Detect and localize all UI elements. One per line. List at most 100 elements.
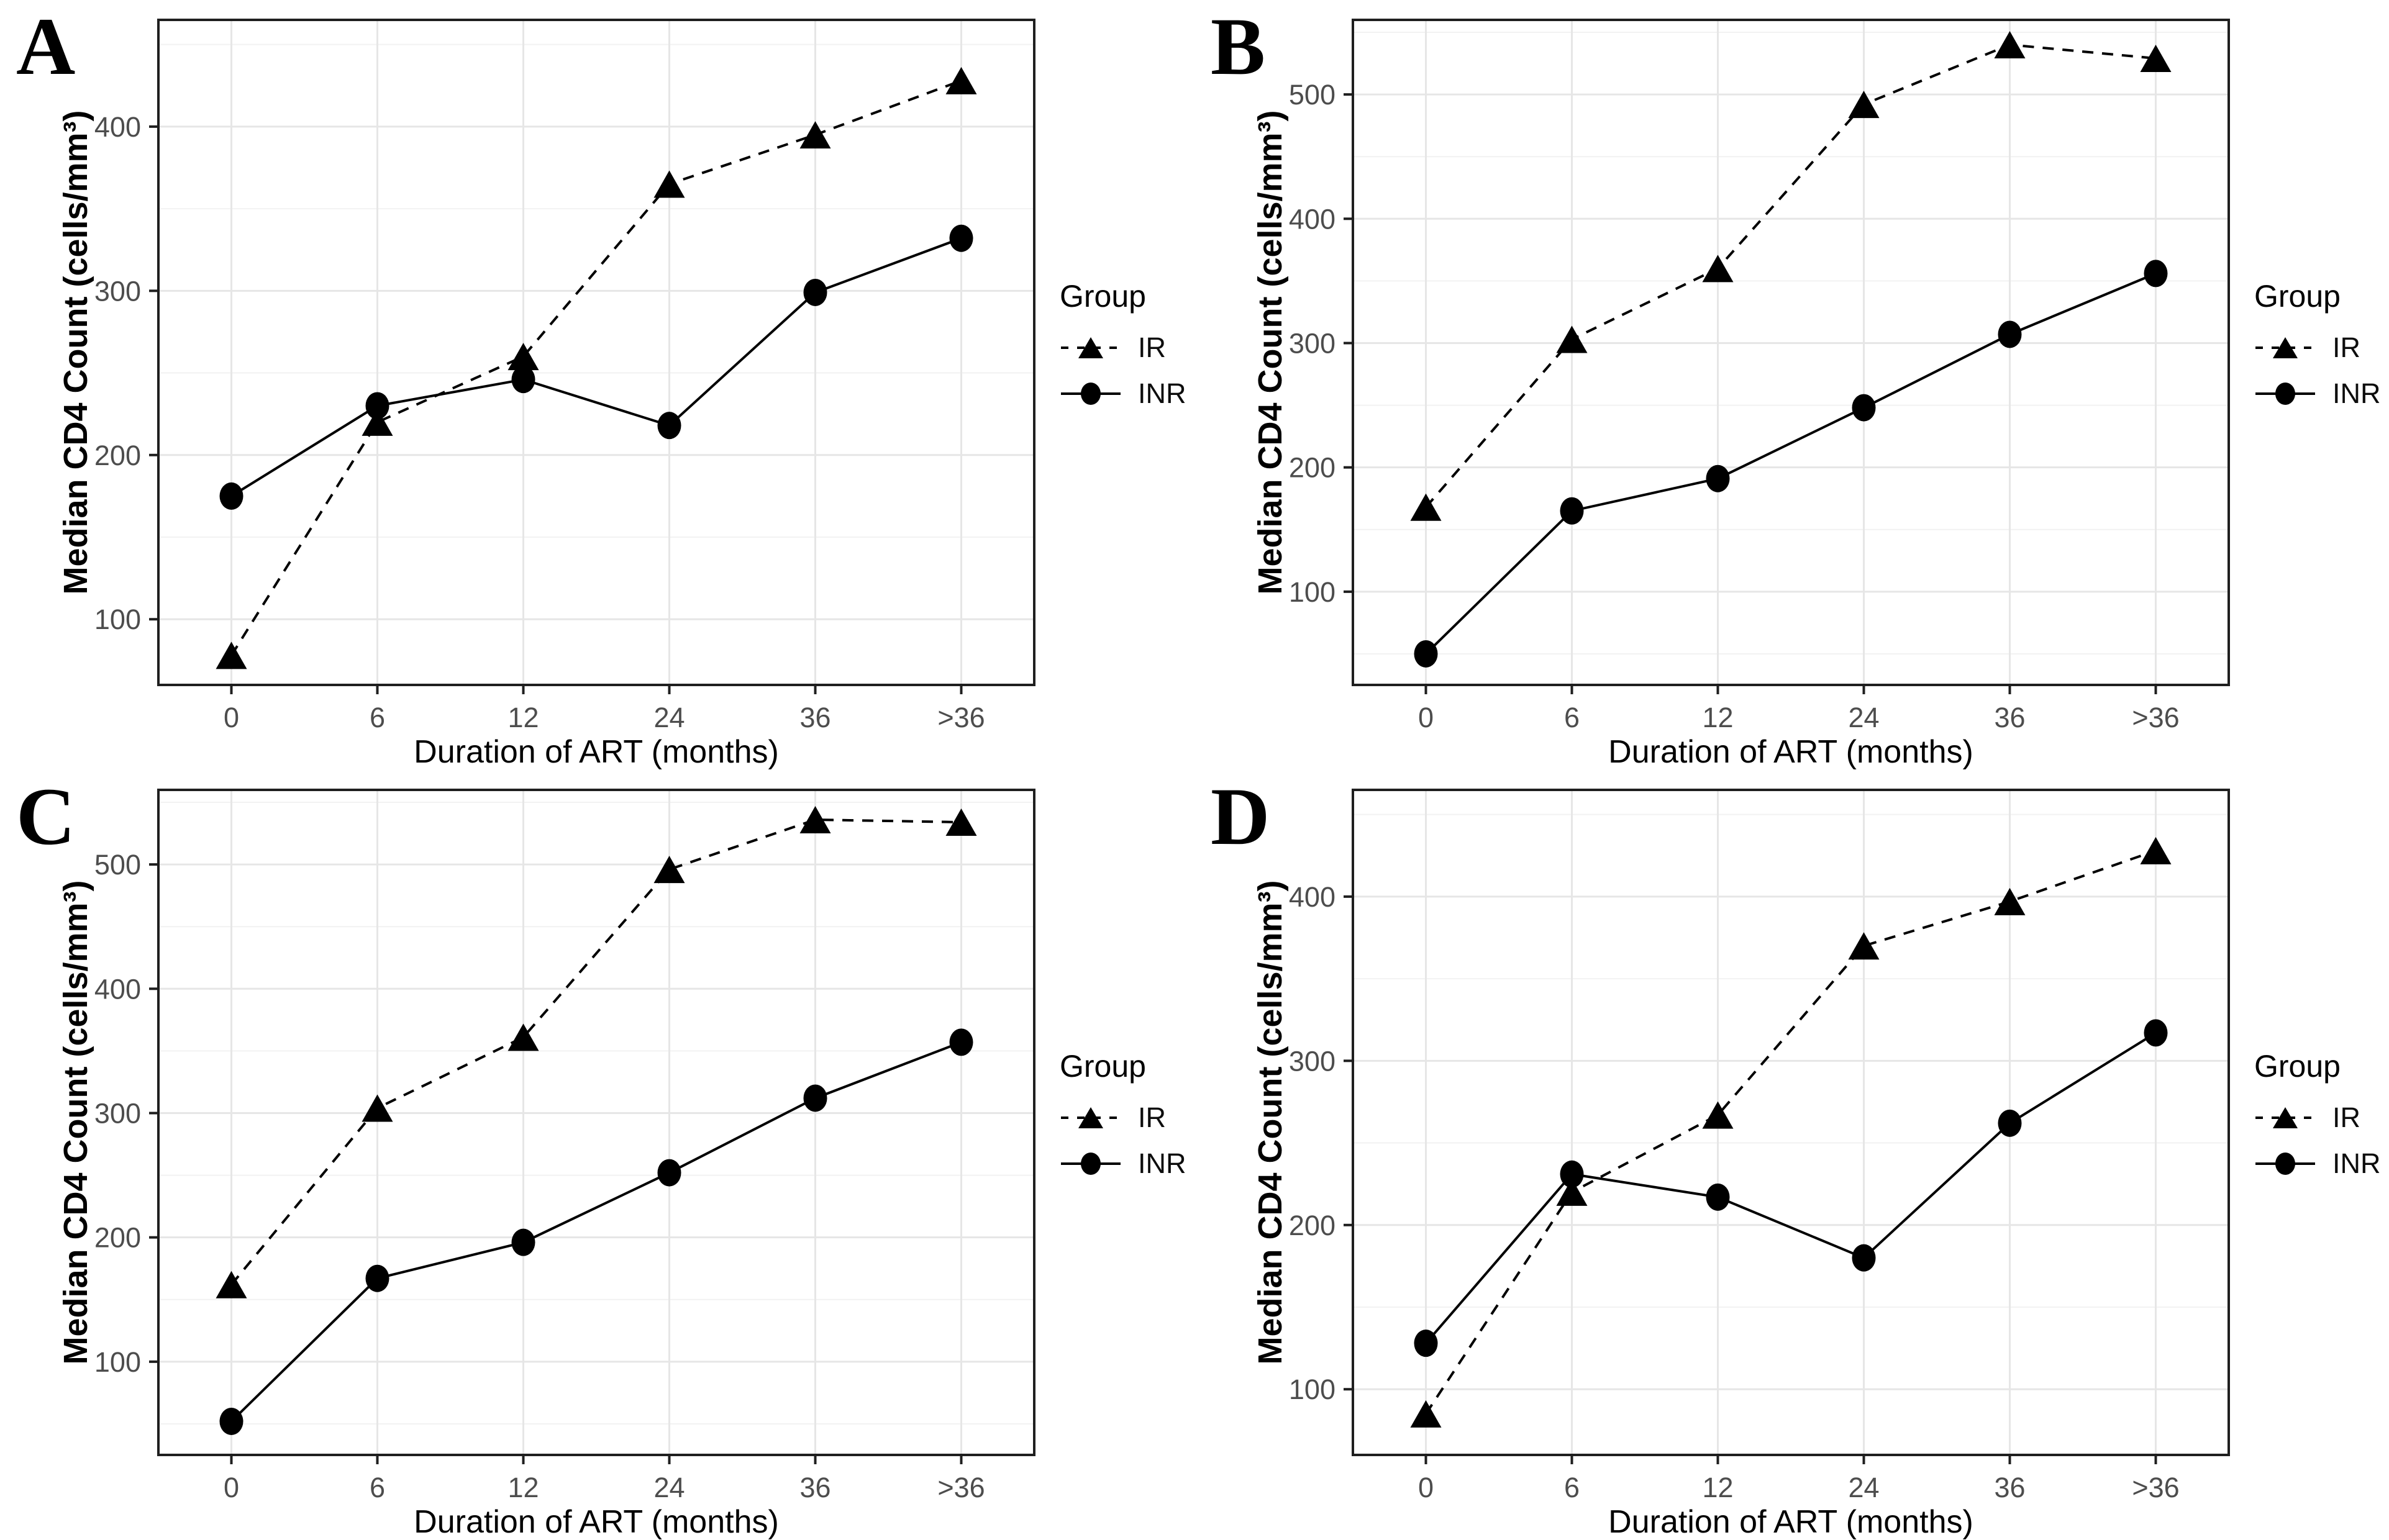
ir-series: [216, 66, 977, 669]
svg-text:24: 24: [1848, 1472, 1879, 1503]
panel-d-chart: 100 200 300 400 0 6 12 24 36 >36 Duration of ART (…: [1252, 789, 2230, 1540]
svg-text:12: 12: [1702, 702, 1733, 733]
panel-b-legend: Group IR INR: [2254, 278, 2381, 422]
panel-d-letter: D: [1211, 771, 1270, 862]
y-axis-title: Median CD4 Count (cells/mm³): [1252, 880, 1289, 1364]
svg-text:6: 6: [1564, 702, 1580, 733]
legend-title: Group: [2254, 1049, 2341, 1084]
svg-text:200: 200: [1289, 452, 1336, 484]
svg-text:36: 36: [799, 1472, 830, 1503]
svg-text:300: 300: [1289, 1045, 1336, 1077]
legend-item-inr: INR: [1060, 376, 1186, 411]
legend-label-ir: IR: [1138, 1102, 1166, 1133]
svg-text:500: 500: [94, 849, 141, 881]
inr-solid-circle-key-icon: [1061, 1153, 1121, 1175]
legend-item-inr: INR: [1060, 1146, 1186, 1181]
ir-dashed-triangle-key-icon: [2255, 337, 2315, 358]
grid-minor: [158, 802, 1034, 1424]
svg-text:12: 12: [507, 702, 539, 733]
axes: 100 200 300 400 500 0 6 12 24 36 >36: [94, 849, 985, 1503]
legend-label-inr: INR: [2332, 1148, 2381, 1179]
svg-text:400: 400: [1289, 203, 1336, 235]
svg-text:0: 0: [1418, 702, 1434, 733]
panel-b-chart: 100 200 300 400 500 0 6 12 24 36 >36 Duration of AR…: [1252, 19, 2230, 770]
svg-text:100: 100: [1289, 1374, 1336, 1405]
svg-text:>36: >36: [937, 1472, 985, 1503]
svg-text:>36: >36: [937, 702, 985, 733]
grid-minor: [1353, 813, 2229, 1308]
legend-item-inr: INR: [2254, 376, 2381, 411]
legend-label-inr: INR: [2332, 378, 2381, 409]
panel-d-legend: Group IR INR: [2254, 1048, 2381, 1192]
legend-label-ir: IR: [2332, 332, 2360, 363]
panel-a-chart: 100 200 300 400 0 6 12 24 36 >36 Duration of ART (…: [57, 19, 1035, 770]
legend-item-ir: IR: [2254, 330, 2381, 365]
svg-text:0: 0: [1418, 1472, 1434, 1503]
panel-d: D 100 200 300 400 0 6 12 24 36 >36 Duration of ART…: [1194, 770, 2389, 1540]
grid-minor: [1353, 32, 2229, 654]
inr-solid-circle-key-icon: [2255, 383, 2315, 405]
ir-dashed-triangle-key-icon: [1061, 1107, 1121, 1128]
svg-text:0: 0: [224, 702, 239, 733]
svg-text:36: 36: [1994, 1472, 2025, 1503]
panel-c-legend: Group IR INR: [1060, 1048, 1186, 1192]
svg-text:6: 6: [370, 702, 385, 733]
grid-minor: [158, 43, 1034, 538]
svg-text:200: 200: [94, 440, 141, 471]
inr-series: [1414, 1019, 2168, 1357]
legend-label-inr: INR: [1138, 378, 1186, 409]
legend-item-inr: INR: [2254, 1146, 2381, 1181]
svg-text:12: 12: [507, 1472, 539, 1503]
legend-label-ir: IR: [2332, 1102, 2360, 1133]
svg-text:6: 6: [1564, 1472, 1580, 1503]
x-axis-title: Duration of ART (months): [1608, 1504, 1973, 1540]
svg-text:36: 36: [1994, 702, 2025, 733]
svg-text:300: 300: [1289, 327, 1336, 359]
inr-series: [1414, 260, 2168, 668]
svg-text:36: 36: [799, 702, 830, 733]
svg-text:400: 400: [94, 973, 141, 1005]
svg-text:0: 0: [224, 1472, 239, 1503]
grid-major: [1353, 20, 2229, 685]
svg-text:400: 400: [94, 111, 141, 143]
legend-title: Group: [1060, 279, 1146, 314]
svg-text:24: 24: [1848, 702, 1879, 733]
svg-text:>36: >36: [2132, 702, 2179, 733]
x-axis-title: Duration of ART (months): [414, 1504, 779, 1540]
svg-text:200: 200: [1289, 1210, 1336, 1241]
svg-text:200: 200: [94, 1222, 141, 1254]
inr-solid-circle-key-icon: [1061, 383, 1121, 405]
panel-c-chart: 100 200 300 400 500 0 6 12 24 36 >36 Duration of AR…: [57, 789, 1035, 1540]
grid-major: [158, 20, 1034, 685]
legend-item-ir: IR: [2254, 1100, 2381, 1135]
legend-label-ir: IR: [1138, 332, 1166, 363]
svg-text:100: 100: [1289, 576, 1336, 608]
svg-text:100: 100: [94, 604, 141, 635]
ir-dashed-triangle-key-icon: [2255, 1107, 2315, 1128]
inr-series: [219, 1028, 973, 1435]
panel-b: B 100 200 300 400 500 0 6 12 24 36 >36 Duration of …: [1194, 0, 2389, 770]
panel-b-letter: B: [1211, 1, 1266, 92]
ir-series: [1410, 836, 2172, 1428]
legend-title: Group: [1060, 1049, 1146, 1084]
y-axis-title: Median CD4 Count (cells/mm³): [1252, 110, 1289, 594]
svg-text:300: 300: [94, 1097, 141, 1129]
panel-c: C 100 200 300 400 500 0 6 12 24 36 >36 Duration of …: [0, 770, 1194, 1540]
inr-series: [219, 224, 973, 510]
legend-label-inr: INR: [1138, 1148, 1186, 1179]
panel-a: A 100 200 300 400 0 6 12 24 36 >36 Duration of ART…: [0, 0, 1194, 770]
svg-text:12: 12: [1702, 1472, 1733, 1503]
grid-major: [158, 790, 1034, 1455]
y-axis-title: Median CD4 Count (cells/mm³): [57, 880, 94, 1364]
svg-text:>36: >36: [2132, 1472, 2179, 1503]
ir-series: [1410, 31, 2172, 521]
inr-solid-circle-key-icon: [2255, 1153, 2315, 1175]
axes: 100 200 300 400 500 0 6 12 24 36 >36: [1289, 79, 2180, 733]
legend-title: Group: [2254, 279, 2341, 314]
svg-text:6: 6: [370, 1472, 385, 1503]
axes: 100 200 300 400 0 6 12 24 36 >36: [1289, 881, 2180, 1503]
panel-c-letter: C: [16, 771, 76, 862]
ir-series: [216, 806, 977, 1298]
axes: 100 200 300 400 0 6 12 24 36 >36: [94, 111, 985, 733]
x-axis-title: Duration of ART (months): [414, 734, 779, 770]
